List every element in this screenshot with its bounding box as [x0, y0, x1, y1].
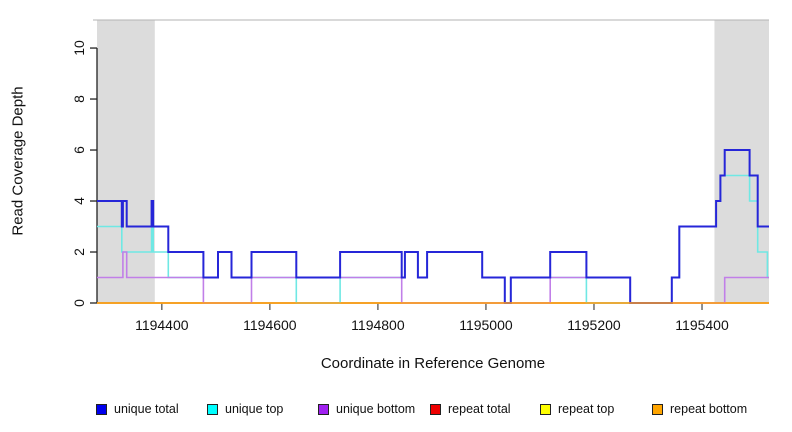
- x-tick-label: 1194400: [135, 317, 189, 333]
- masked-region: [714, 20, 769, 303]
- y-tick-label: 6: [71, 146, 87, 154]
- x-tick-label: 1194600: [243, 317, 297, 333]
- x-tick-label: 1195400: [675, 317, 729, 333]
- x-axis-title: Coordinate in Reference Genome: [320, 355, 546, 372]
- legend-swatch-icon: [318, 404, 329, 415]
- legend-swatch-icon: [430, 404, 441, 415]
- coverage-step-lines: [97, 149, 769, 304]
- x-tick-label: 1194800: [351, 317, 405, 333]
- series-unique-top: [97, 174, 769, 304]
- legend-label: unique top: [225, 402, 284, 416]
- legend-label: repeat top: [558, 402, 615, 416]
- y-tick-label: 10: [71, 40, 87, 56]
- legend-swatch-icon: [207, 404, 218, 415]
- masked-region-shading: [97, 20, 769, 303]
- x-tick-label: 1195000: [459, 317, 513, 333]
- y-tick-label: 8: [71, 95, 87, 103]
- y-axis-title: Read Coverage Depth: [9, 86, 27, 236]
- x-tick-label: 1195200: [567, 317, 621, 333]
- series-unique-bottom: [97, 251, 769, 304]
- y-tick-label: 0: [71, 299, 87, 307]
- y-tick-label: 2: [71, 248, 87, 256]
- legend-swatch-icon: [652, 404, 663, 415]
- legend-label: unique bottom: [336, 402, 416, 416]
- legend-swatch-icon: [96, 404, 107, 415]
- y-tick-label: 4: [71, 197, 87, 205]
- legend-label: repeat bottom: [670, 402, 748, 416]
- axes: [90, 47, 769, 310]
- series-unique-total: [97, 149, 769, 304]
- legend-label: unique total: [114, 402, 179, 416]
- legend-label: repeat total: [448, 402, 511, 416]
- legend-swatch-icon: [540, 404, 551, 415]
